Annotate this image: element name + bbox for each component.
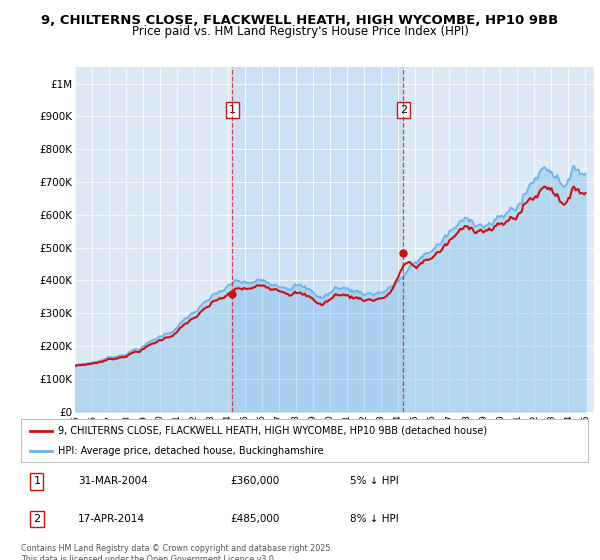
Text: 5% ↓ HPI: 5% ↓ HPI	[350, 477, 398, 487]
Text: Contains HM Land Registry data © Crown copyright and database right 2025.
This d: Contains HM Land Registry data © Crown c…	[21, 544, 333, 560]
Text: HPI: Average price, detached house, Buckinghamshire: HPI: Average price, detached house, Buck…	[58, 446, 323, 456]
Text: 9, CHILTERNS CLOSE, FLACKWELL HEATH, HIGH WYCOMBE, HP10 9BB: 9, CHILTERNS CLOSE, FLACKWELL HEATH, HIG…	[41, 14, 559, 27]
Text: £360,000: £360,000	[231, 477, 280, 487]
Text: 9, CHILTERNS CLOSE, FLACKWELL HEATH, HIGH WYCOMBE, HP10 9BB (detached house): 9, CHILTERNS CLOSE, FLACKWELL HEATH, HIG…	[58, 426, 487, 436]
Text: Price paid vs. HM Land Registry's House Price Index (HPI): Price paid vs. HM Land Registry's House …	[131, 25, 469, 38]
Text: 17-APR-2014: 17-APR-2014	[78, 514, 145, 524]
Text: 2: 2	[400, 105, 407, 115]
Text: 31-MAR-2004: 31-MAR-2004	[78, 477, 148, 487]
Text: 1: 1	[229, 105, 236, 115]
Text: 8% ↓ HPI: 8% ↓ HPI	[350, 514, 398, 524]
Text: 2: 2	[34, 514, 40, 524]
Text: 1: 1	[34, 477, 40, 487]
Bar	[232, 67, 403, 412]
Text: £485,000: £485,000	[231, 514, 280, 524]
